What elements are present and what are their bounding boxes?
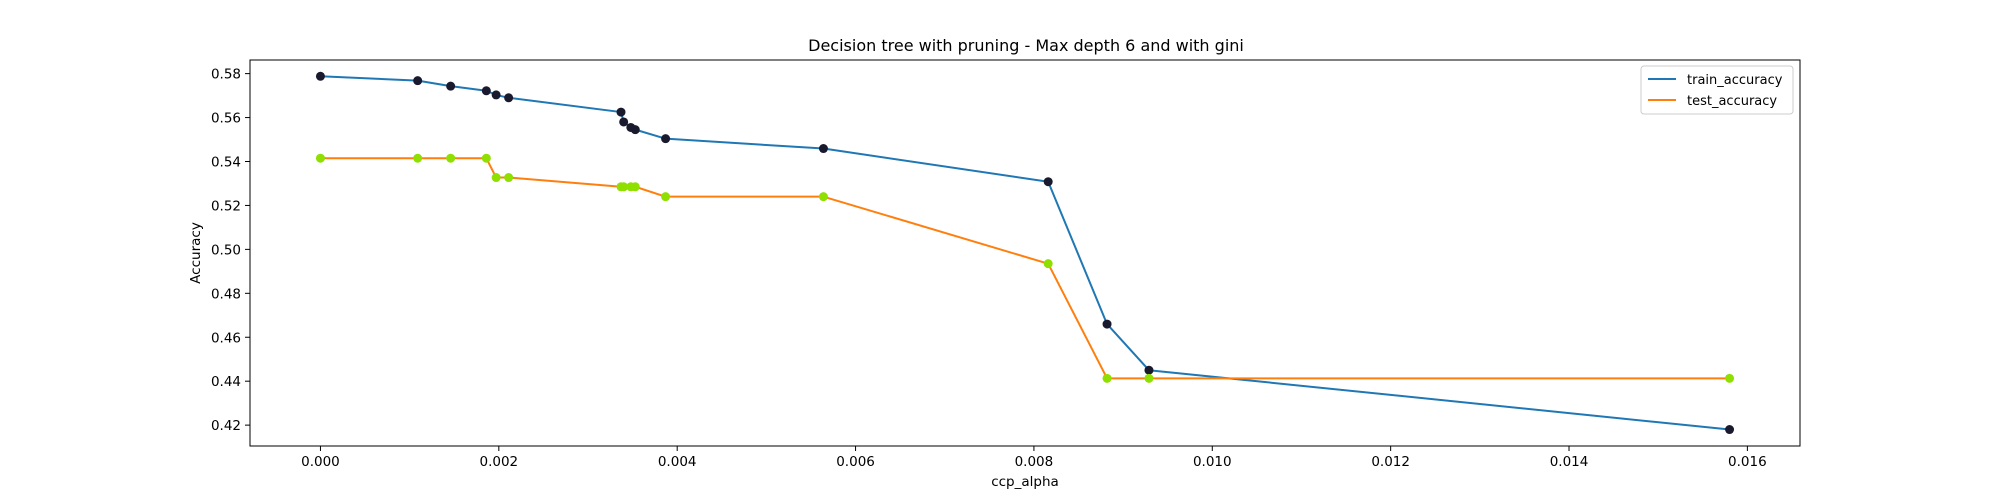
legend-box [1640, 65, 1794, 115]
data-point-test-accuracy [1043, 259, 1053, 269]
y-tick-label: 0.44 [211, 374, 241, 390]
x-tick-label: 0.014 [1550, 454, 1589, 470]
x-axis: 0.000 0.002 0.004 0.006 0.008 0.010 0.012 0.014… [301, 446, 1767, 470]
y-tick-label: 0.46 [211, 330, 241, 346]
data-point-train-accuracy [1102, 319, 1112, 329]
data-point-train-accuracy [619, 117, 629, 127]
data-point-test-accuracy [1144, 373, 1154, 383]
y-tick-label: 0.52 [211, 198, 241, 214]
chart-title: Decision tree with pruning - Max depth 6… [808, 36, 1244, 55]
data-point-test-accuracy [481, 153, 491, 163]
data-point-test-accuracy [1725, 373, 1735, 383]
y-tick-label: 0.56 [211, 111, 241, 127]
data-point-train-accuracy [818, 144, 828, 154]
data-point-train-accuracy [413, 76, 423, 86]
data-point-test-accuracy [491, 173, 501, 183]
y-axis-label: Accuracy [188, 222, 204, 284]
y-tick-label: 0.58 [211, 67, 241, 83]
y-tick-label: 0.50 [211, 242, 241, 258]
data-point-train-accuracy [481, 86, 491, 96]
data-point-test-accuracy [413, 153, 423, 163]
y-tick-label: 0.48 [211, 286, 241, 302]
data-point-train-accuracy [491, 90, 501, 100]
data-point-train-accuracy [616, 107, 626, 117]
x-tick-label: 0.006 [836, 454, 875, 470]
data-point-test-accuracy [619, 182, 629, 192]
data-point-train-accuracy [315, 71, 325, 81]
x-tick-label: 0.012 [1371, 454, 1410, 470]
data-point-train-accuracy [1144, 365, 1154, 375]
y-tick-label: 0.42 [211, 418, 241, 434]
x-tick-label: 0.004 [658, 454, 697, 470]
data-point-train-accuracy [1725, 425, 1735, 435]
x-tick-label: 0.016 [1728, 454, 1767, 470]
data-point-test-accuracy [661, 192, 671, 202]
data-point-train-accuracy [1043, 177, 1053, 187]
x-axis-label: ccp_alpha [991, 474, 1059, 490]
x-tick-label: 0.010 [1193, 454, 1232, 470]
y-axis: 0.42 0.44 0.46 0.48 0.50 0.52 0.54 0.56 0.58 [211, 67, 250, 434]
data-point-train-accuracy [446, 81, 456, 91]
data-point-test-accuracy [818, 192, 828, 202]
plot-frame [249, 59, 1801, 447]
data-point-test-accuracy [446, 153, 456, 163]
series-line-train-accuracy [320, 75, 1730, 431]
data-point-test-accuracy [1102, 373, 1112, 383]
x-tick-label: 0.008 [1015, 454, 1054, 470]
legend: train_accuracy test_accuracy [1640, 65, 1794, 115]
data-point-test-accuracy [504, 173, 514, 183]
data-point-test-accuracy [630, 182, 640, 192]
data-point-train-accuracy [504, 93, 514, 103]
data-point-train-accuracy [630, 125, 640, 135]
legend-label-train-accuracy: train_accuracy [1687, 73, 1783, 88]
x-tick-label: 0.000 [301, 454, 340, 470]
x-tick-label: 0.002 [479, 454, 518, 470]
y-tick-label: 0.54 [211, 154, 241, 170]
legend-label-test-accuracy: test_accuracy [1687, 94, 1777, 109]
data-point-train-accuracy [661, 134, 671, 144]
plot-area [315, 71, 1735, 435]
data-point-test-accuracy [315, 153, 325, 163]
